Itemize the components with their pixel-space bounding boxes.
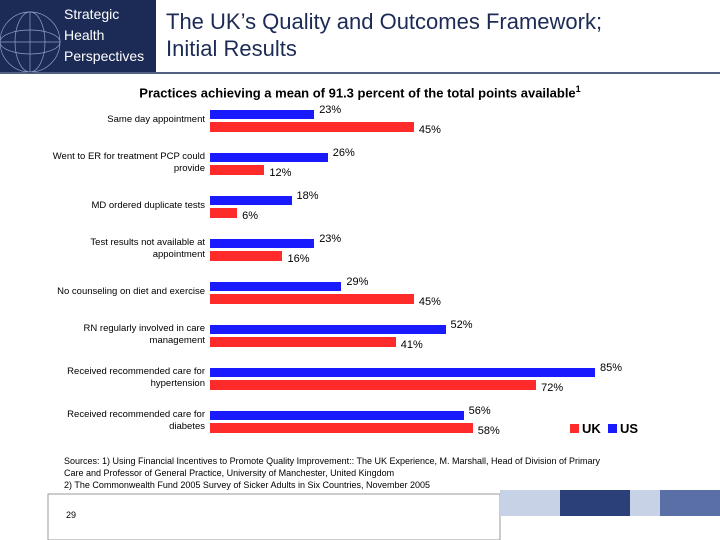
logo-text: Strategic Health Perspectives [64, 4, 144, 67]
legend-swatch [608, 424, 617, 433]
footer-block [660, 490, 720, 516]
title-line: Initial Results [166, 36, 297, 61]
value-label: 45% [418, 124, 441, 136]
bar [210, 251, 283, 261]
bar [210, 282, 342, 291]
bar [210, 423, 473, 433]
value-label: 16% [287, 253, 310, 265]
source-line: Care and Professor of General Practice, … [64, 468, 395, 478]
bar [210, 196, 292, 205]
legend-label: UK [582, 421, 601, 436]
sources: Sources: 1) Using Financial Incentives t… [64, 455, 600, 491]
value-label: 6% [242, 210, 259, 222]
footer-box [47, 493, 501, 540]
bar [210, 239, 315, 248]
bar [210, 153, 328, 162]
bar [210, 122, 414, 132]
value-label: 56% [468, 405, 491, 417]
legend-swatch [570, 424, 579, 433]
value-label: 26% [332, 147, 355, 159]
slide-title: The UK’s Quality and Outcomes Framework;… [166, 8, 602, 62]
category-label: MD ordered duplicate tests [91, 200, 205, 211]
value-label: 23% [319, 104, 342, 116]
value-label: 41% [400, 339, 423, 351]
category-label: Went to ER for treatment PCP could provi… [52, 151, 205, 174]
category-label: Received recommended care for hypertensi… [67, 366, 205, 389]
category-label: RN regularly involved in care management [83, 323, 205, 346]
title-line: The UK’s Quality and Outcomes Framework; [166, 9, 603, 34]
globe [0, 11, 61, 73]
legend-label: US [620, 421, 639, 436]
bar [210, 294, 414, 304]
value-label: 72% [541, 382, 564, 394]
chart-title: Practices achieving a mean of 91.3 perce… [139, 85, 576, 101]
chart-title-note: 1 [575, 84, 581, 94]
value-label: 45% [418, 296, 441, 308]
category-label: No counseling on diet and exercise [57, 286, 205, 297]
logo-line: Strategic [64, 6, 120, 22]
bar [210, 165, 265, 175]
bar [210, 325, 446, 334]
value-label: 58% [477, 425, 500, 437]
bar [210, 208, 238, 218]
category-label: Received recommended care for diabetes [67, 409, 205, 432]
source-line: Sources: 1) Using Financial Incentives t… [64, 456, 601, 466]
bar [210, 110, 315, 119]
logo-line: Health [64, 27, 105, 43]
value-label: 52% [450, 319, 473, 331]
value-label: 29% [346, 276, 369, 288]
category-label: Test results not available at appointmen… [90, 237, 205, 260]
bar [210, 337, 396, 347]
chart-title-wrap: Practices achieving a mean of 91.3 perce… [0, 84, 720, 100]
value-label: 85% [600, 362, 623, 374]
footer-block [560, 490, 630, 516]
value-label: 23% [319, 233, 342, 245]
bar [210, 380, 537, 390]
source-line: 2) The Commonwealth Fund 2005 Survey of … [64, 480, 431, 490]
bar [210, 411, 464, 420]
value-label: 12% [269, 167, 292, 179]
logo-line: Perspectives [64, 48, 145, 64]
page-number: 29 [66, 510, 77, 520]
bar [210, 368, 596, 377]
category-label: Same day appointment [107, 114, 205, 125]
value-label: 18% [296, 190, 319, 202]
